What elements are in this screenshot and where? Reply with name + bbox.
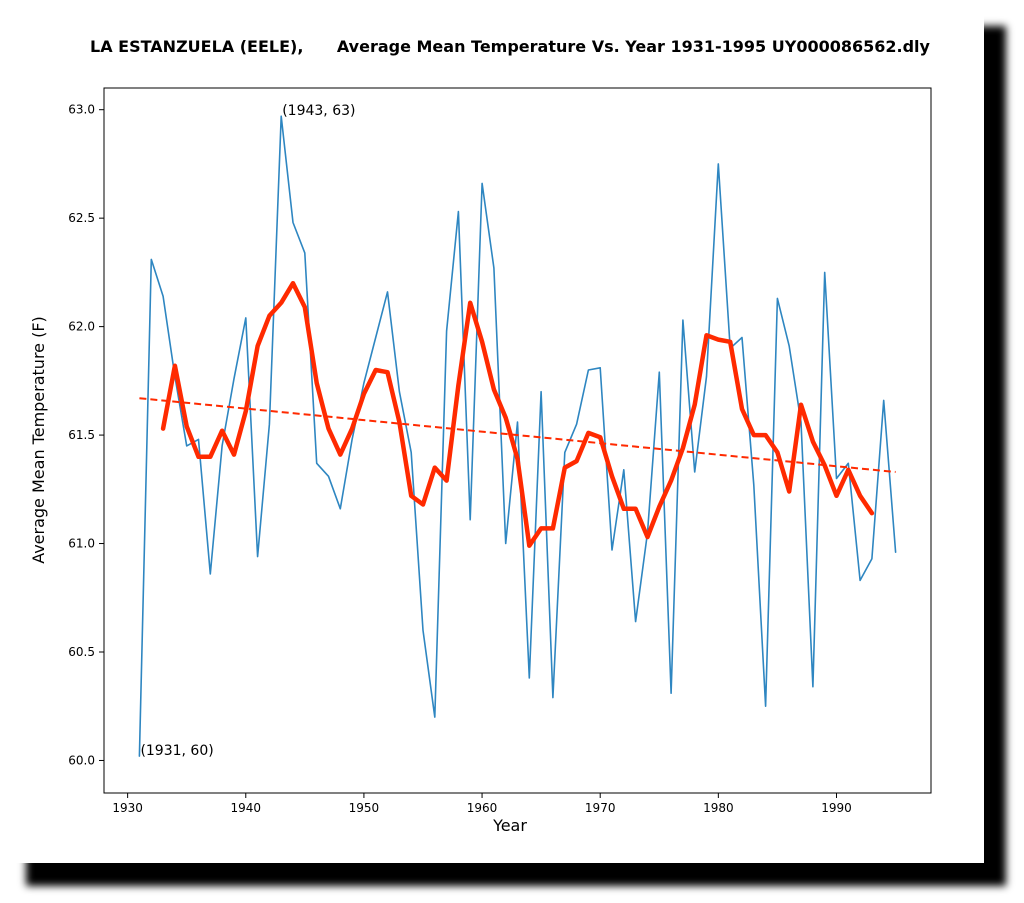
y-tick-label: 61.5 <box>68 428 95 442</box>
trend-line <box>139 397 896 473</box>
plot-area <box>103 87 932 794</box>
point-annotation: (1943, 63) <box>282 103 355 119</box>
y-tick-label: 63.0 <box>68 103 95 117</box>
x-tick-label: 1990 <box>821 801 852 815</box>
y-axis: 60.0 60.5 61.0 61.5 62.0 62.5 63.0 <box>68 103 104 767</box>
annotation-layer: (1943, 63) (1931, 60) <box>140 103 355 759</box>
y-tick-label: 62.5 <box>68 211 95 225</box>
raw-temperature-line <box>138 115 897 757</box>
x-tick-label: 1960 <box>467 801 498 815</box>
x-tick-label: 1970 <box>585 801 616 815</box>
x-tick-label: 1980 <box>703 801 734 815</box>
y-axis-label: Average Mean Temperature (F) <box>29 316 48 564</box>
y-tick-label: 61.0 <box>68 537 95 551</box>
x-tick-label: 1950 <box>349 801 380 815</box>
x-axis: 1930 1940 1950 1960 1970 1980 1990 <box>112 793 852 815</box>
x-tick-label: 1940 <box>230 801 261 815</box>
y-tick-label: 62.0 <box>68 320 95 334</box>
y-tick-label: 60.0 <box>68 753 95 767</box>
x-axis-label: Year <box>492 816 527 835</box>
series-layer <box>138 115 897 757</box>
x-tick-label: 1930 <box>112 801 143 815</box>
chart-title: LA ESTANZUELA (EELE), Average Mean Tempe… <box>90 37 931 56</box>
y-tick-label: 60.5 <box>68 645 95 659</box>
smoothed-temperature-line <box>160 280 875 548</box>
point-annotation: (1931, 60) <box>140 743 213 759</box>
